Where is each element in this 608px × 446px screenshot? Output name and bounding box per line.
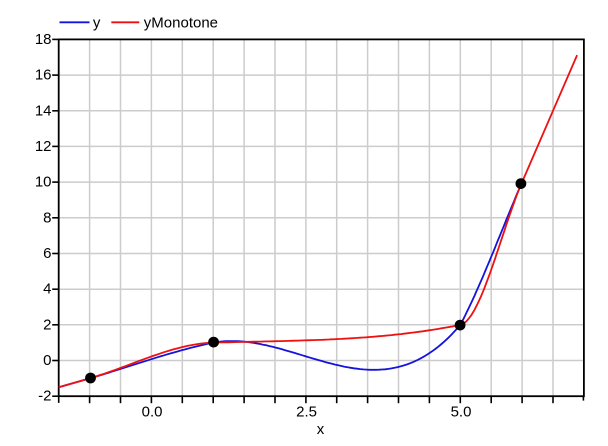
svg-text:5.0: 5.0 — [451, 403, 472, 420]
svg-text:2.5: 2.5 — [296, 403, 317, 420]
svg-text:0.0: 0.0 — [142, 403, 163, 420]
svg-text:y: y — [93, 14, 101, 31]
svg-text:6: 6 — [43, 245, 51, 262]
svg-text:0: 0 — [43, 352, 51, 369]
svg-text:8: 8 — [43, 209, 51, 226]
svg-text:12: 12 — [35, 138, 52, 155]
svg-text:10: 10 — [35, 174, 52, 191]
svg-text:yMonotone: yMonotone — [144, 14, 218, 31]
svg-text:16: 16 — [35, 67, 52, 84]
svg-text:x: x — [317, 421, 325, 438]
svg-text:2: 2 — [43, 316, 51, 333]
svg-text:14: 14 — [35, 102, 52, 119]
svg-text:-2: -2 — [38, 388, 51, 405]
svg-text:18: 18 — [35, 31, 52, 48]
svg-text:4: 4 — [43, 281, 51, 298]
